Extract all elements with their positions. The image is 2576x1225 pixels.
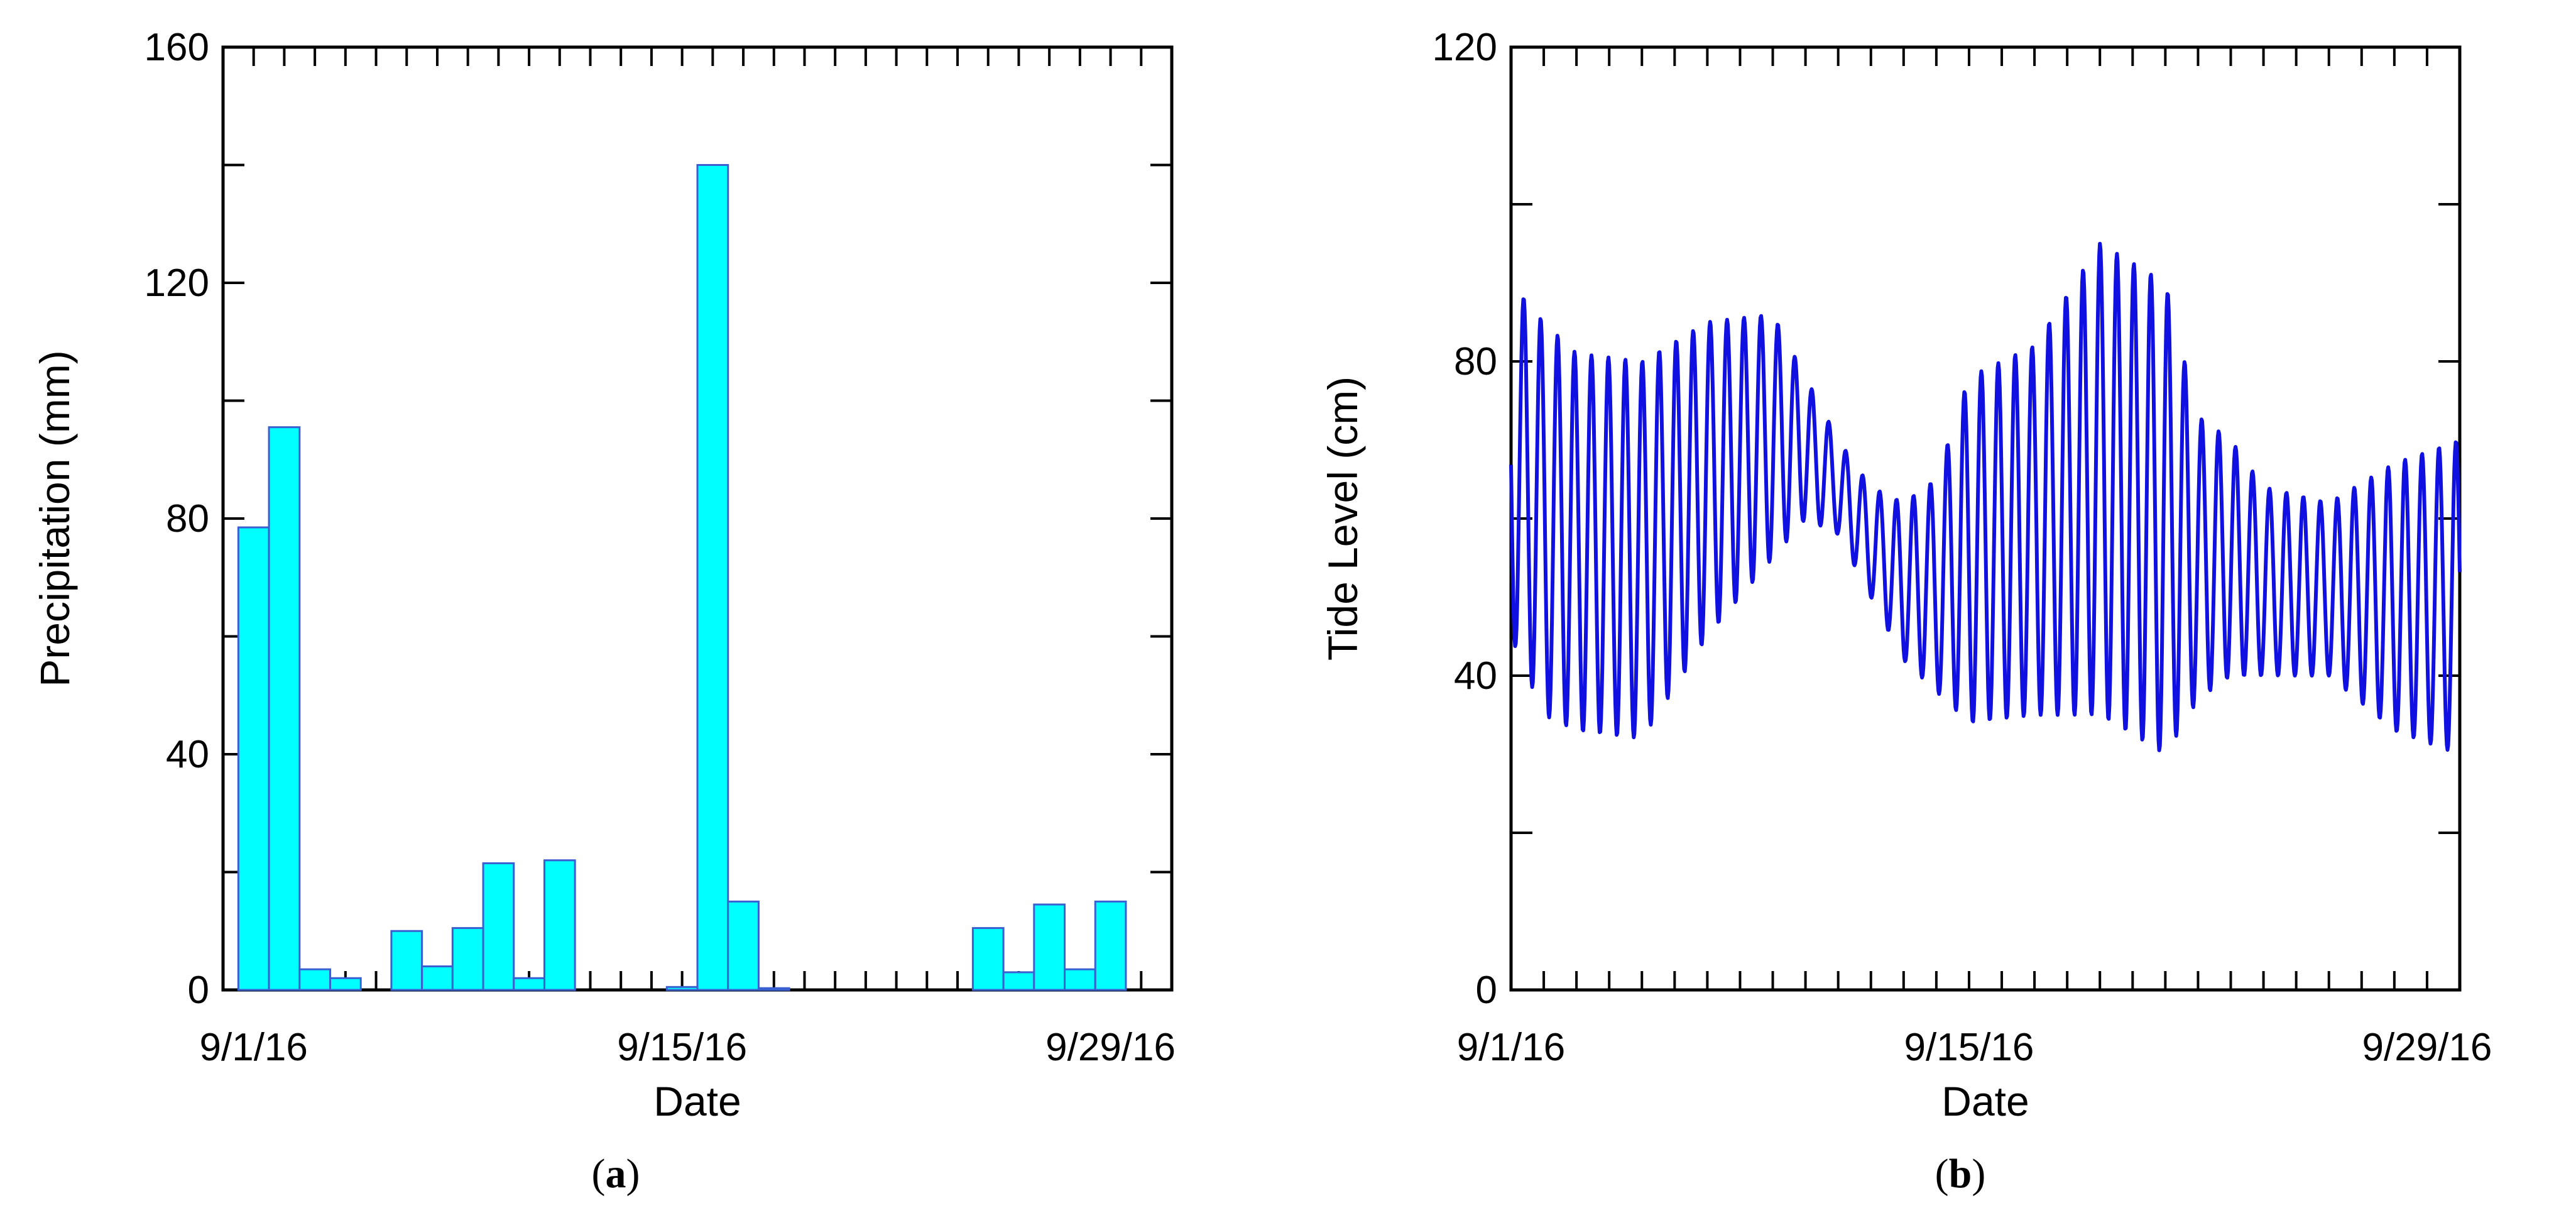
b-y-tick-label: 80 — [1454, 340, 1497, 383]
precipitation-bar — [482, 862, 515, 991]
precipitation-bar — [1094, 900, 1127, 991]
precipitation-bar — [665, 986, 699, 991]
tide-level-chart: 0 40 80 120 9/1/16 9/15/16 9/29/16 Date Tide Lev… — [1319, 26, 2492, 1124]
b-x-tick-label: 9/29/16 — [2362, 1026, 2492, 1069]
precipitation-bar — [727, 900, 760, 991]
b-x-axis-title: Date — [1941, 1078, 2029, 1124]
b-y-axis-title: Tide Level (cm) — [1319, 376, 1366, 661]
a-bars — [237, 164, 1127, 991]
tide-level-line — [1509, 241, 2462, 752]
a-x-axis-title: Date — [653, 1078, 741, 1124]
precipitation-bar — [513, 977, 545, 991]
precipitation-bar — [421, 965, 454, 991]
b-y-tick-label: 120 — [1433, 26, 1497, 69]
a-y-tick-label: 160 — [145, 26, 209, 69]
precipitation-bar — [329, 977, 362, 991]
a-x-tick-label: 9/1/16 — [200, 1026, 308, 1069]
a-x-tick-label: 9/29/16 — [1045, 1026, 1176, 1069]
precipitation-bar — [696, 164, 729, 991]
b-x-tick-label: 9/1/16 — [1457, 1026, 1565, 1069]
a-y-tick-label: 0 — [188, 969, 209, 1012]
a-y-tick-label: 80 — [166, 497, 209, 541]
precipitation-chart: 0 40 80 120 160 9/1/16 9/15/16 9/29/16 Date Preci… — [31, 26, 1176, 1124]
precipitation-bar — [390, 930, 423, 991]
caption-a: (a) — [591, 1151, 640, 1197]
caption-b: (b) — [1935, 1151, 1986, 1197]
precipitation-bar — [1002, 971, 1035, 991]
precipitation-bar — [1033, 903, 1066, 991]
precipitation-bar — [543, 859, 576, 991]
a-y-axis-title: Precipitation (mm) — [31, 350, 78, 686]
precipitation-bar — [1064, 968, 1096, 991]
b-y-tick-label: 0 — [1476, 969, 1497, 1012]
a-y-tick-label: 120 — [145, 261, 209, 305]
precipitation-bar — [237, 526, 270, 991]
precipitation-bar — [268, 426, 301, 991]
precipitation-bar — [971, 927, 1005, 991]
precipitation-bar — [451, 927, 484, 991]
a-x-tick-label: 9/15/16 — [617, 1026, 747, 1069]
precipitation-bar — [757, 987, 790, 991]
b-x-tick-label: 9/15/16 — [1904, 1026, 2034, 1069]
a-y-tick-label: 40 — [166, 733, 209, 776]
b-y-tick-label: 40 — [1454, 654, 1497, 698]
precipitation-bar — [298, 968, 331, 991]
